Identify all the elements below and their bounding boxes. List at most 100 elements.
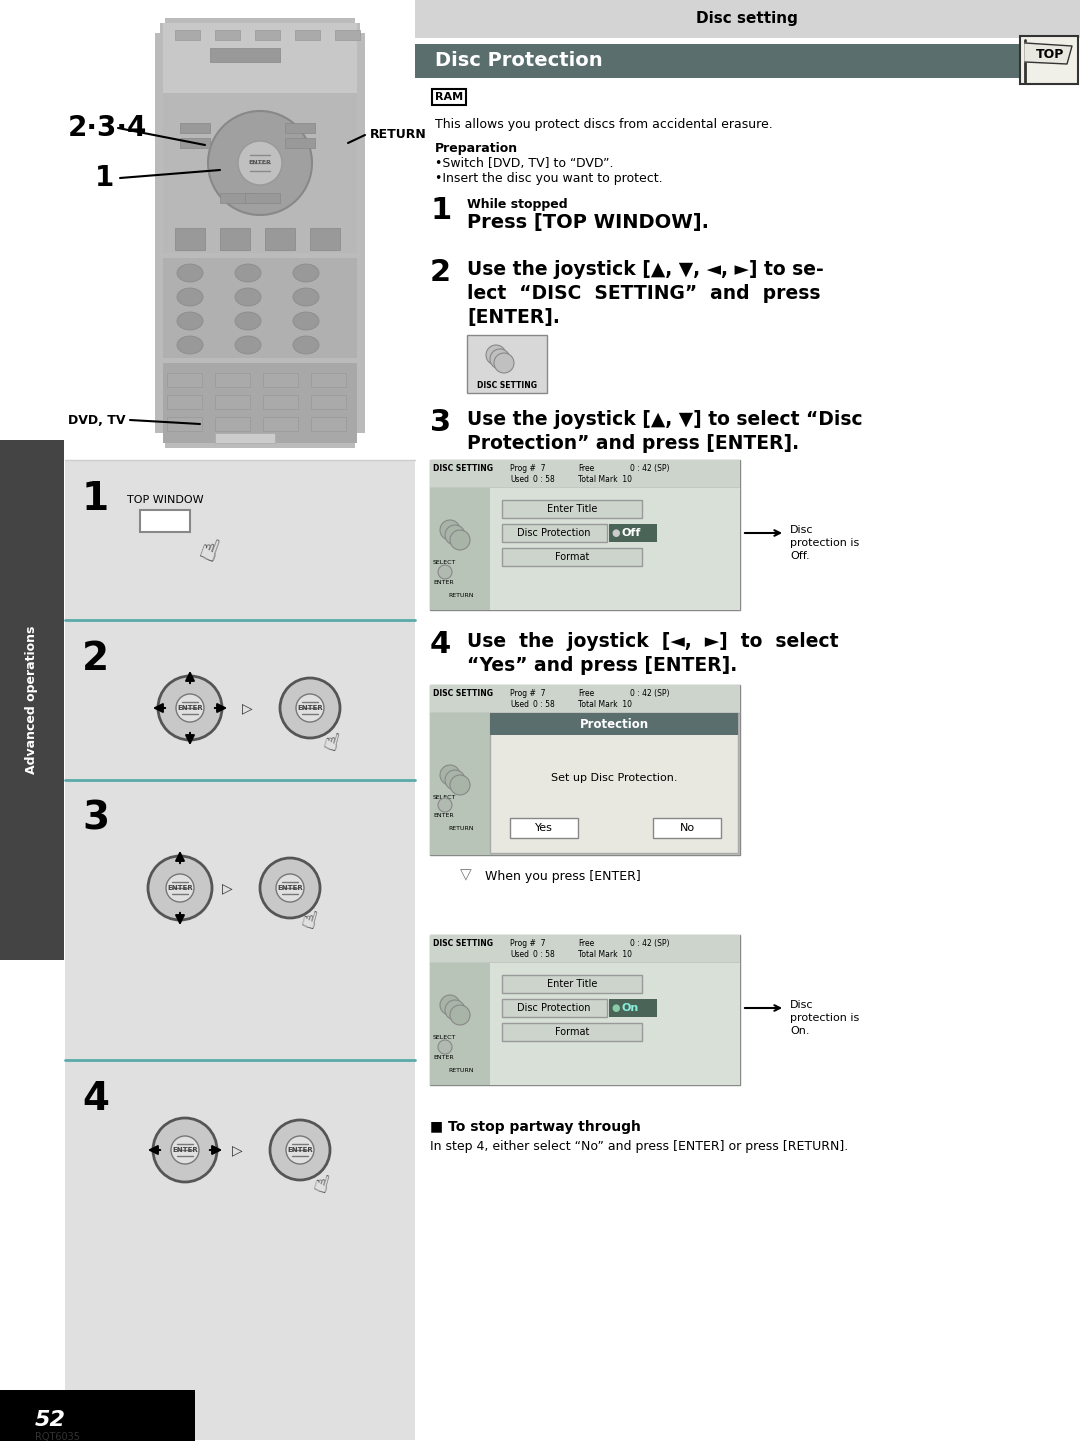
Bar (167, 395, 202, 409)
Text: ☝: ☝ (298, 908, 319, 935)
Circle shape (260, 857, 320, 918)
Bar (430, 684, 740, 855)
Bar (653, 818, 721, 839)
Text: ■ To stop partway through: ■ To stop partway through (430, 1120, 640, 1134)
Bar (175, 228, 205, 249)
Text: 3: 3 (82, 800, 109, 839)
Text: TOP WINDOW: TOP WINDOW (126, 496, 203, 504)
Text: On: On (621, 1003, 638, 1013)
Text: Advanced operations: Advanced operations (26, 625, 39, 774)
Bar (163, 94, 357, 254)
Circle shape (438, 798, 453, 811)
Circle shape (490, 349, 510, 369)
Bar (502, 500, 642, 517)
Text: DISC SETTING: DISC SETTING (433, 689, 492, 697)
Circle shape (450, 530, 470, 550)
Circle shape (445, 769, 465, 790)
Text: 0 : 42 (SP): 0 : 42 (SP) (630, 464, 670, 473)
Text: ▷: ▷ (232, 1143, 243, 1157)
Text: No: No (679, 823, 694, 833)
Circle shape (440, 520, 460, 540)
Text: ENTER: ENTER (248, 160, 271, 166)
Text: Protection: Protection (580, 718, 649, 731)
Text: Prog #  7: Prog # 7 (510, 940, 545, 948)
Bar (215, 395, 249, 409)
Circle shape (440, 994, 460, 1014)
Circle shape (238, 141, 282, 184)
Text: RQT6035: RQT6035 (35, 1432, 80, 1441)
Text: 4: 4 (82, 1079, 109, 1118)
Text: Disc
protection is
Off.: Disc protection is Off. (789, 525, 860, 562)
Circle shape (494, 353, 514, 373)
Text: •Insert the disc you want to protect.: •Insert the disc you want to protect. (435, 171, 663, 184)
Text: 4: 4 (430, 630, 451, 659)
Ellipse shape (235, 288, 261, 305)
Bar (490, 713, 738, 853)
Text: Total Mark  10: Total Mark 10 (578, 950, 632, 960)
Text: ●: ● (611, 1003, 620, 1013)
Text: Off: Off (621, 527, 640, 537)
Bar (264, 395, 298, 409)
Text: ENTER: ENTER (433, 579, 454, 585)
Ellipse shape (293, 313, 319, 330)
Text: ENTER: ENTER (167, 885, 193, 891)
Bar (430, 963, 490, 1085)
Text: Enter Title: Enter Title (546, 978, 597, 989)
Bar (264, 373, 298, 388)
Ellipse shape (235, 313, 261, 330)
Bar (175, 30, 200, 40)
Bar (167, 416, 202, 431)
Text: 1: 1 (95, 164, 114, 192)
Text: DISC SETTING: DISC SETTING (433, 940, 492, 948)
Circle shape (276, 875, 303, 902)
Text: ▷: ▷ (222, 880, 232, 895)
Text: Press [TOP WINDOW].: Press [TOP WINDOW]. (467, 213, 708, 232)
Circle shape (486, 344, 507, 365)
Bar (0, 440, 64, 960)
Text: Enter Title: Enter Title (546, 504, 597, 514)
Bar (163, 258, 357, 357)
Bar (264, 416, 298, 431)
Bar (430, 935, 740, 963)
Bar (215, 373, 249, 388)
Text: SELECT: SELECT (433, 561, 457, 565)
Bar (215, 416, 249, 431)
Text: 0 : 58: 0 : 58 (534, 700, 555, 709)
Bar (220, 228, 249, 249)
Text: 2: 2 (430, 258, 451, 287)
Ellipse shape (177, 336, 203, 354)
Bar (430, 460, 740, 488)
Bar (65, 1061, 415, 1440)
Text: Use the joystick [▲, ▼, ◄, ►] to se-
lect  “DISC  SETTING”  and  press
[ENTER].: Use the joystick [▲, ▼, ◄, ►] to se- lec… (467, 259, 824, 327)
Ellipse shape (177, 264, 203, 282)
Circle shape (158, 676, 222, 741)
Text: Total Mark  10: Total Mark 10 (578, 476, 632, 484)
Bar (65, 780, 415, 1061)
Text: RETURN: RETURN (448, 1068, 473, 1074)
Text: 0 : 58: 0 : 58 (534, 950, 555, 960)
Text: ☝: ☝ (320, 731, 341, 757)
Text: Use the joystick [▲, ▼] to select “Disc
Protection” and press [ENTER].: Use the joystick [▲, ▼] to select “Disc … (467, 411, 863, 454)
Bar (467, 334, 546, 393)
Bar (165, 17, 355, 448)
Text: Use  the  joystick  [◄,  ►]  to  select
“Yes” and press [ENTER].: Use the joystick [◄, ►] to select “Yes” … (467, 633, 838, 676)
Bar (220, 193, 255, 203)
Text: DVD, TV: DVD, TV (68, 414, 125, 427)
Bar (510, 818, 578, 839)
Bar (502, 525, 607, 542)
Bar (310, 228, 340, 249)
Text: When you press [ENTER]: When you press [ENTER] (485, 870, 640, 883)
Text: •Switch [DVD, TV] to “DVD”.: •Switch [DVD, TV] to “DVD”. (435, 157, 613, 170)
Text: SELECT: SELECT (433, 1035, 457, 1040)
Bar (156, 33, 365, 432)
Bar (65, 460, 415, 620)
Text: Yes: Yes (535, 823, 553, 833)
Circle shape (445, 1000, 465, 1020)
Text: ●: ● (611, 527, 620, 537)
Circle shape (440, 765, 460, 785)
Bar (1020, 36, 1078, 84)
Bar (215, 432, 275, 442)
Bar (295, 30, 320, 40)
Text: TOP: TOP (1036, 49, 1064, 62)
Text: ▷: ▷ (242, 700, 253, 715)
